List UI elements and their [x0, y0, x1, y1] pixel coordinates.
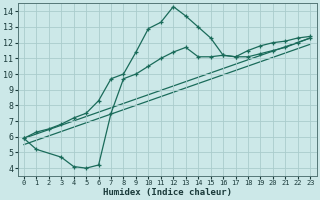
X-axis label: Humidex (Indice chaleur): Humidex (Indice chaleur): [103, 188, 232, 197]
